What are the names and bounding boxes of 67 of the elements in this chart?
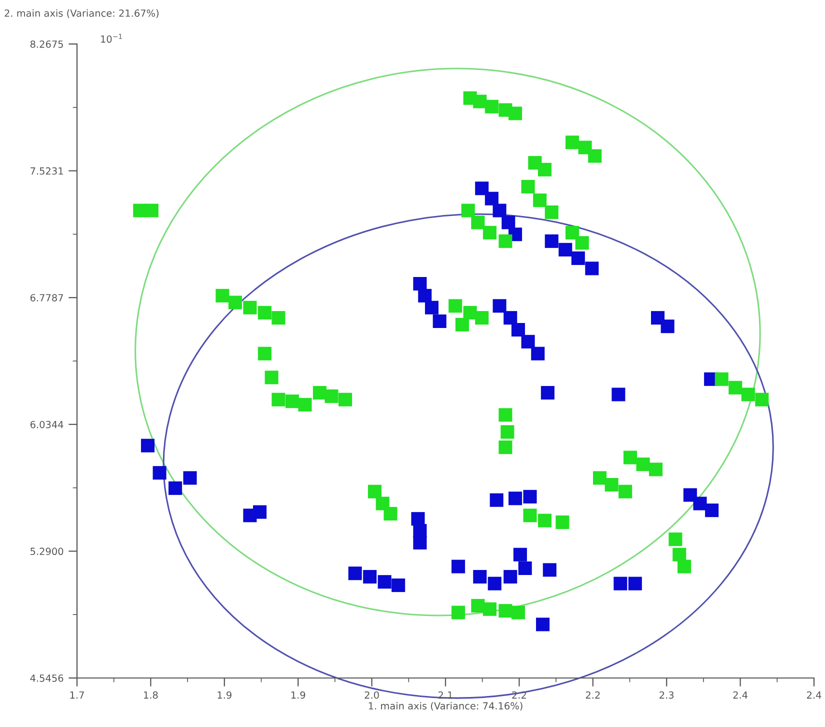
- point: [540, 386, 554, 400]
- point: [253, 505, 267, 519]
- point: [392, 578, 406, 592]
- point: [521, 334, 535, 348]
- point: [585, 262, 599, 276]
- point: [492, 299, 506, 313]
- point: [475, 182, 489, 196]
- point: [628, 576, 642, 590]
- point: [536, 618, 550, 632]
- point: [490, 493, 504, 507]
- point: [378, 575, 392, 589]
- point: [531, 346, 545, 360]
- point: [518, 561, 532, 575]
- point: [544, 234, 558, 248]
- point: [650, 311, 665, 325]
- y-tick-label: 6.0344: [30, 420, 64, 428]
- x-tick-label: 1.8: [144, 691, 158, 699]
- x-tick-label: 2.4: [806, 691, 822, 699]
- point: [140, 438, 155, 452]
- point: [168, 481, 182, 495]
- x-tick-label: 2.2: [512, 691, 526, 699]
- point: [542, 563, 556, 577]
- x-axis-title: 1. main axis (Variance: 74.16%): [368, 702, 522, 711]
- point: [614, 576, 628, 590]
- y-tick-label: 7.5231: [30, 167, 63, 175]
- text: 10$^{−1}$: [101, 34, 122, 43]
- point: [502, 216, 516, 230]
- y-tick-label: 6.7787: [30, 294, 63, 302]
- x-tick-label: 2.3: [660, 691, 674, 699]
- point: [492, 204, 506, 218]
- y-tick-label: 8.2675: [30, 40, 63, 48]
- point: [363, 570, 377, 584]
- point: [484, 192, 498, 206]
- point: [705, 504, 719, 518]
- x-tick-label: 1.9: [291, 691, 306, 699]
- point: [473, 570, 487, 584]
- y-tick-label: 5.2900: [30, 548, 64, 556]
- point: [488, 576, 502, 590]
- x-tick-label: 1.7: [70, 691, 84, 699]
- point: [183, 471, 197, 485]
- point: [508, 492, 522, 506]
- point: [413, 536, 427, 550]
- y-tick-label: 4.5456: [30, 674, 64, 682]
- point: [558, 242, 572, 256]
- point: [413, 276, 427, 291]
- x-tick-label: 2.1: [438, 691, 452, 699]
- point: [411, 512, 425, 526]
- point: [660, 320, 674, 334]
- point: [571, 251, 585, 265]
- y-axis-title: 2. main axis (Variance: 21.67%): [4, 9, 159, 18]
- point: [504, 570, 518, 584]
- point: [511, 322, 525, 337]
- point: [504, 311, 518, 325]
- point: [523, 490, 537, 504]
- point: [693, 496, 707, 510]
- point: [513, 548, 527, 562]
- point: [612, 388, 626, 402]
- x-tick-label: 2.0: [364, 691, 379, 699]
- x-tick-label: 2.4: [733, 691, 748, 699]
- point: [424, 300, 439, 314]
- point: [452, 560, 466, 574]
- point: [432, 314, 446, 328]
- point: [348, 566, 362, 580]
- x-tick-label: 2.2: [586, 691, 600, 699]
- point: [418, 288, 432, 302]
- point: [152, 466, 166, 480]
- x-tick-label: 1.9: [218, 691, 232, 699]
